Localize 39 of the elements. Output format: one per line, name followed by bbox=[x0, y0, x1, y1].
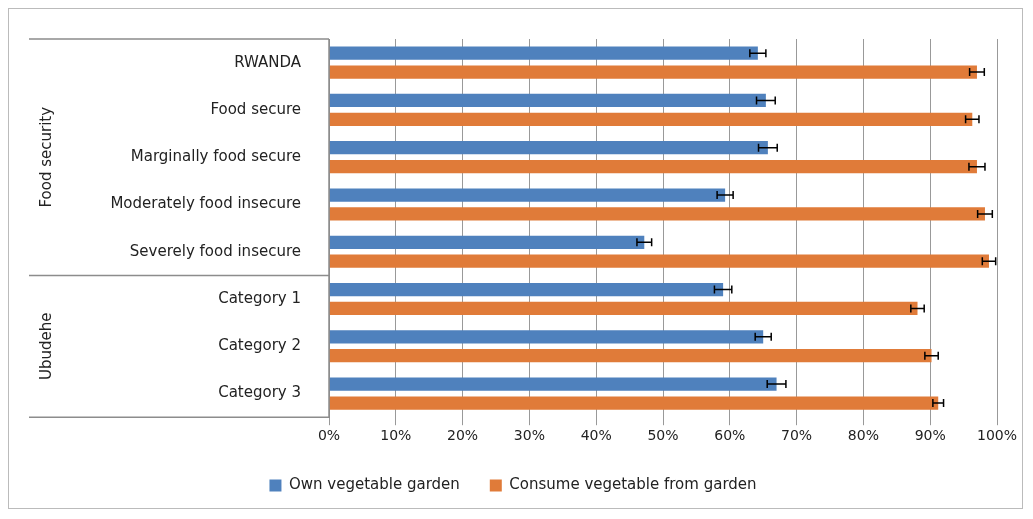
y-tick-label: Category 2 bbox=[218, 336, 301, 355]
x-tick-label: 60% bbox=[714, 427, 746, 444]
x-tick-label: 0% bbox=[317, 427, 341, 444]
y-tick-label: Marginally food secure bbox=[130, 147, 301, 166]
x-tick-label: 20% bbox=[447, 427, 479, 444]
bar bbox=[329, 330, 764, 344]
y-tick-label: Category 3 bbox=[218, 383, 301, 402]
legend-label: Own vegetable garden bbox=[288, 475, 460, 494]
legend-label: Consume vegetable from garden bbox=[509, 475, 757, 494]
bar bbox=[329, 301, 918, 316]
y-tick-label: Moderately food insecure bbox=[110, 194, 301, 213]
y-tick-label: RWANDA bbox=[234, 52, 302, 71]
x-tick-label: 100% bbox=[976, 427, 1018, 444]
bar bbox=[329, 160, 977, 174]
y-tick-label: Food secure bbox=[210, 99, 301, 118]
x-tick-label: 30% bbox=[513, 427, 545, 444]
x-tick-label: 70% bbox=[781, 427, 813, 444]
bar bbox=[329, 396, 939, 410]
bar bbox=[329, 141, 768, 155]
bar bbox=[329, 207, 985, 221]
x-tick-label: 40% bbox=[580, 427, 612, 444]
bar bbox=[329, 112, 973, 126]
x-tick-label: 90% bbox=[914, 427, 946, 444]
x-tick-label: 80% bbox=[847, 427, 879, 444]
bar bbox=[329, 235, 645, 249]
bar bbox=[329, 377, 777, 391]
x-tick-label: 50% bbox=[647, 427, 679, 444]
x-tick-label: 10% bbox=[380, 427, 412, 444]
y-tick-label: Category 1 bbox=[218, 288, 301, 307]
text: Ubudehe bbox=[36, 312, 55, 381]
text: Food security bbox=[36, 106, 55, 208]
bar bbox=[329, 349, 932, 363]
bar bbox=[329, 65, 977, 79]
bar bbox=[329, 282, 724, 297]
bar bbox=[329, 46, 758, 60]
y-tick-label: Severely food insecure bbox=[129, 241, 301, 260]
bar bbox=[329, 93, 766, 108]
bar bbox=[329, 188, 726, 202]
bar bbox=[329, 254, 989, 268]
